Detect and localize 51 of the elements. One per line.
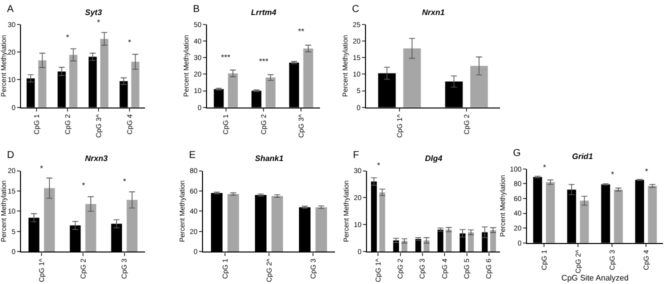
text: B xyxy=(193,4,200,15)
bar xyxy=(44,188,55,252)
chart-title: Nrxn3 xyxy=(85,154,108,163)
text: D xyxy=(7,150,14,161)
annotation: * xyxy=(128,38,132,47)
text: * xyxy=(377,161,380,170)
annotation: ** xyxy=(298,27,304,36)
text: E xyxy=(189,150,196,161)
annotation: * xyxy=(82,181,86,190)
bar xyxy=(315,207,328,252)
bar xyxy=(228,73,238,108)
text: A xyxy=(7,4,14,15)
bar xyxy=(85,204,96,252)
annotation: * xyxy=(645,167,648,176)
x-axis-title: CpG Site Analyzed xyxy=(561,273,629,282)
bar xyxy=(303,48,314,108)
bar xyxy=(227,194,240,252)
annotation: * xyxy=(66,33,70,42)
text: G xyxy=(513,148,521,159)
bar xyxy=(126,200,138,252)
bar xyxy=(266,78,276,108)
annotation: * xyxy=(543,163,546,172)
bar xyxy=(468,232,474,252)
chart-title: Syt3 xyxy=(85,8,102,17)
bar xyxy=(648,186,657,243)
text: F xyxy=(353,150,360,161)
bar xyxy=(379,192,386,252)
bar xyxy=(470,66,488,108)
bar xyxy=(614,190,623,243)
annotation: *** xyxy=(221,53,230,62)
bar xyxy=(446,230,452,252)
bar xyxy=(69,54,78,108)
bar xyxy=(546,182,555,243)
annotation: * xyxy=(611,170,614,179)
bar xyxy=(38,60,46,108)
bar xyxy=(100,38,108,108)
chart-title: Shank1 xyxy=(255,154,284,163)
bar xyxy=(271,196,284,252)
chart-title: Grid1 xyxy=(572,152,594,161)
bar xyxy=(131,62,140,108)
bar xyxy=(403,48,421,108)
annotation: * xyxy=(40,164,44,173)
annotation: *** xyxy=(259,57,268,66)
chart-title: Lrrtm4 xyxy=(251,8,277,17)
bar xyxy=(580,200,589,243)
chart-title: Dlg4 xyxy=(425,154,443,163)
bar xyxy=(490,230,496,252)
annotation: * xyxy=(123,177,126,186)
text: C xyxy=(352,4,360,15)
chart-title: Nrxn1 xyxy=(422,8,446,17)
annotation: * xyxy=(97,18,100,27)
